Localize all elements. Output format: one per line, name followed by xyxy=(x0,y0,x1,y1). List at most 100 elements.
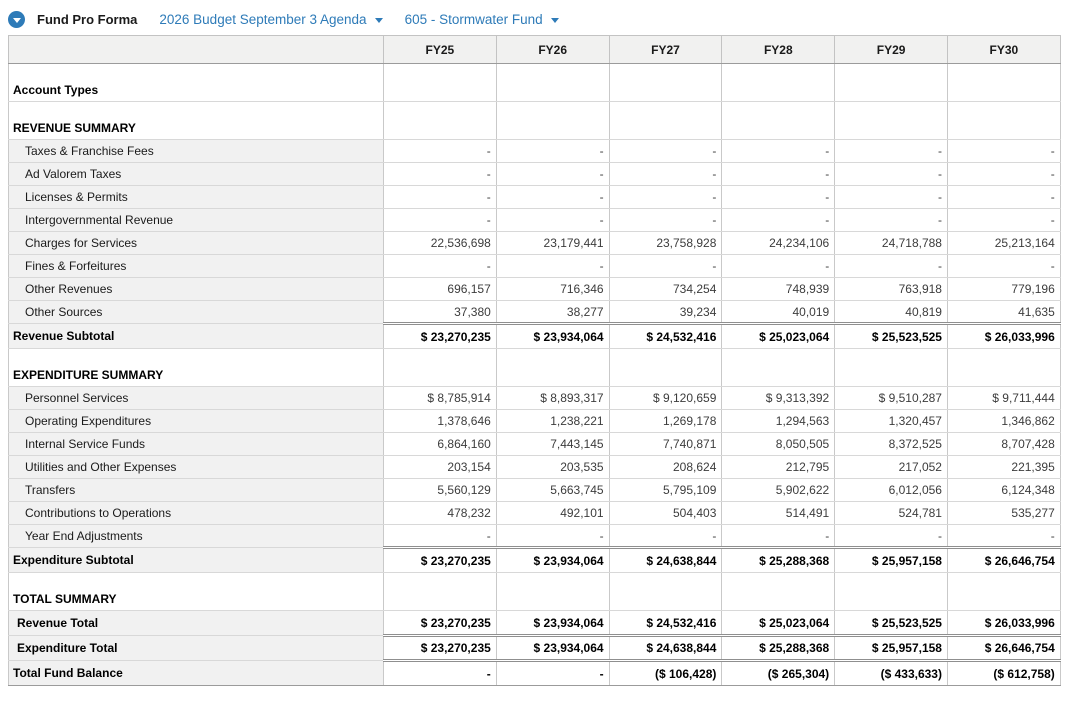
value-cell: - xyxy=(608,185,722,209)
column-header-fy: FY30 xyxy=(946,35,1061,64)
value-cell: 6,012,056 xyxy=(834,478,948,502)
value-cell: 5,560,129 xyxy=(383,478,497,502)
value-cell: 221,395 xyxy=(946,455,1061,479)
value-cell: 1,320,457 xyxy=(834,409,948,433)
value-cell xyxy=(383,116,497,140)
value-cell xyxy=(721,572,835,588)
value-cell: - xyxy=(721,254,835,278)
value-cell: $ 25,288,368 xyxy=(721,546,835,573)
value-cell: 514,491 xyxy=(721,501,835,525)
table-row: Operating Expenditures 1,378,646 1,238,221… xyxy=(8,409,1061,433)
value-cell xyxy=(608,572,722,588)
value-cell: - xyxy=(946,208,1061,232)
value-cell xyxy=(946,587,1061,611)
table-row: Expenditure Total $ 23,270,235 $ 23,934,06… xyxy=(8,634,1061,661)
value-cell: - xyxy=(721,139,835,163)
value-cell: 40,019 xyxy=(721,300,835,324)
value-cell xyxy=(721,116,835,140)
spacer-row xyxy=(8,101,1061,117)
budget-dropdown[interactable]: 2026 Budget September 3 Agenda xyxy=(159,12,383,27)
value-cell xyxy=(946,116,1061,140)
corner-header-cell xyxy=(8,35,384,64)
value-cell: - xyxy=(383,524,497,548)
spacer-row xyxy=(8,572,1061,588)
value-cell: 734,254 xyxy=(608,277,722,301)
value-cell: 37,380 xyxy=(383,300,497,324)
table-row: Taxes & Franchise Fees - - - - - - xyxy=(8,139,1061,163)
row-label: Year End Adjustments xyxy=(8,524,384,548)
chevron-down-icon xyxy=(374,18,383,23)
value-cell: - xyxy=(834,139,948,163)
collapse-toggle-icon[interactable] xyxy=(8,11,25,28)
value-cell: - xyxy=(383,208,497,232)
value-cell: 1,294,563 xyxy=(721,409,835,433)
chevron-down-icon xyxy=(12,17,21,23)
value-cell: - xyxy=(608,208,722,232)
value-cell: - xyxy=(383,139,497,163)
row-label xyxy=(8,63,384,79)
value-cell: $ 25,957,158 xyxy=(834,546,948,573)
table-row: Expenditure Subtotal $ 23,270,235 $ 23,934… xyxy=(8,546,1061,573)
value-cell: 696,157 xyxy=(383,277,497,301)
fund-pro-forma-table: FY25 FY26 FY27 FY28 FY29 FY30 Account Types RE… xyxy=(8,35,1061,686)
value-cell: - xyxy=(946,185,1061,209)
value-cell xyxy=(834,101,948,117)
value-cell: - xyxy=(383,185,497,209)
value-cell: - xyxy=(495,162,610,186)
value-cell: 8,707,428 xyxy=(946,432,1061,456)
value-cell: 25,213,164 xyxy=(946,231,1061,255)
row-label: Fines & Forfeitures xyxy=(8,254,384,278)
value-cell: $ 9,510,287 xyxy=(834,386,948,410)
value-cell: $ 25,023,064 xyxy=(721,610,835,636)
table-row: Other Revenues 696,157 716,346 734,254 748,9… xyxy=(8,277,1061,301)
value-cell: ($ 265,304) xyxy=(721,659,835,686)
value-cell xyxy=(834,116,948,140)
value-cell: $ 9,120,659 xyxy=(608,386,722,410)
value-cell: $ 23,934,064 xyxy=(495,322,610,349)
value-cell xyxy=(608,101,722,117)
row-label: Other Revenues xyxy=(8,277,384,301)
value-cell: 5,663,745 xyxy=(495,478,610,502)
value-cell: - xyxy=(721,162,835,186)
value-cell xyxy=(946,363,1061,387)
value-cell xyxy=(834,63,948,79)
value-cell: $ 23,934,064 xyxy=(495,634,610,661)
row-label: Expenditure Subtotal xyxy=(8,547,384,573)
value-cell: ($ 106,428) xyxy=(608,659,722,686)
value-cell: 492,101 xyxy=(495,501,610,525)
value-cell xyxy=(383,363,497,387)
value-cell: $ 26,033,996 xyxy=(946,610,1061,636)
value-cell: 7,443,145 xyxy=(495,432,610,456)
value-cell: - xyxy=(608,254,722,278)
value-cell: 1,346,862 xyxy=(946,409,1061,433)
fund-dropdown[interactable]: 605 - Stormwater Fund xyxy=(405,12,559,27)
value-cell: 8,372,525 xyxy=(834,432,948,456)
row-label xyxy=(8,348,384,364)
table-row: Year End Adjustments - - - - - - xyxy=(8,524,1061,548)
value-cell: 6,864,160 xyxy=(383,432,497,456)
value-cell: - xyxy=(383,162,497,186)
value-cell: 779,196 xyxy=(946,277,1061,301)
value-cell xyxy=(495,116,610,140)
value-cell: 1,378,646 xyxy=(383,409,497,433)
value-cell: 23,179,441 xyxy=(495,231,610,255)
value-cell: $ 25,957,158 xyxy=(834,634,948,661)
value-cell xyxy=(721,63,835,79)
value-cell xyxy=(608,348,722,364)
row-label: REVENUE SUMMARY xyxy=(8,116,384,140)
value-cell xyxy=(608,116,722,140)
value-cell xyxy=(834,363,948,387)
table-row: Total Fund Balance - - ($ 106,428) ($ 265,30… xyxy=(8,659,1061,686)
value-cell: $ 23,270,235 xyxy=(383,546,497,573)
value-cell: 40,819 xyxy=(834,300,948,324)
value-cell: $ 23,270,235 xyxy=(383,610,497,636)
value-cell: $ 8,893,317 xyxy=(495,386,610,410)
fund-dropdown-label: 605 - Stormwater Fund xyxy=(404,12,543,27)
column-header-fy: FY29 xyxy=(834,35,948,64)
value-cell: ($ 433,633) xyxy=(834,659,948,686)
row-label: Licenses & Permits xyxy=(8,185,384,209)
row-label: Personnel Services xyxy=(8,386,384,410)
value-cell xyxy=(495,363,610,387)
value-cell: 217,052 xyxy=(834,455,948,479)
row-label xyxy=(8,572,384,588)
